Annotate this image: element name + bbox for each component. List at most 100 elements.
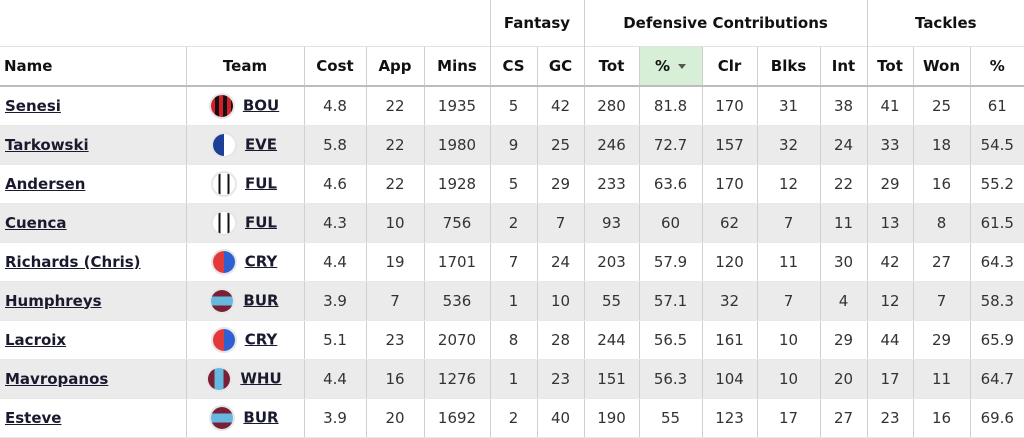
team-link[interactable]: CRY bbox=[244, 330, 278, 348]
table-row: Tarkowski EVE 5.8 22 1980 9 25 246 72.7 157 32 24 33… bbox=[0, 125, 1024, 165]
player-name-cell: Esteve bbox=[0, 398, 186, 438]
team-link[interactable]: EVE bbox=[244, 135, 278, 153]
player-name-link[interactable]: Senesi bbox=[5, 96, 61, 115]
cell-cs: 5 bbox=[489, 164, 537, 204]
fulham-crest-icon bbox=[213, 211, 235, 234]
column-header-mins[interactable]: Mins bbox=[423, 46, 490, 87]
column-header-clr[interactable]: Clr bbox=[701, 46, 758, 87]
cell-blks: 32 bbox=[756, 125, 821, 165]
player-name-cell: Tarkowski bbox=[0, 125, 186, 165]
cell-cost: 4.3 bbox=[303, 203, 366, 243]
player-name-link[interactable]: Andersen bbox=[5, 174, 86, 193]
player-name-link[interactable]: Mavropanos bbox=[5, 369, 109, 388]
cell-clr: 161 bbox=[701, 320, 758, 360]
cell-gc: 40 bbox=[536, 398, 585, 438]
team-link[interactable]: BOU bbox=[242, 96, 280, 115]
team-link[interactable]: BUR bbox=[243, 291, 279, 309]
cell-cost: 4.4 bbox=[303, 359, 366, 399]
cell-blks: 12 bbox=[756, 164, 821, 204]
group-header-tackles: Tackles bbox=[866, 0, 1024, 47]
column-header-tk-tot[interactable]: Tot bbox=[866, 46, 914, 87]
cell-mins: 1692 bbox=[423, 398, 490, 438]
column-header-team[interactable]: Team bbox=[185, 46, 304, 87]
column-header-tk-pct[interactable]: % bbox=[969, 46, 1024, 87]
column-header-blks[interactable]: Blks bbox=[756, 46, 821, 87]
cell-int: 29 bbox=[819, 320, 868, 360]
cell-tk-won: 8 bbox=[912, 203, 971, 243]
cell-gc: 23 bbox=[536, 359, 585, 399]
cell-tk-pct: 55.2 bbox=[969, 164, 1024, 204]
column-header-dc-pct-label: % bbox=[655, 57, 671, 75]
cell-cs: 7 bbox=[489, 242, 537, 282]
cell-tk-tot: 41 bbox=[866, 86, 914, 126]
player-name-link[interactable]: Humphreys bbox=[5, 291, 102, 310]
cell-dc-pct: 56.3 bbox=[638, 359, 703, 399]
column-header-app[interactable]: App bbox=[365, 46, 424, 87]
cell-mins: 1276 bbox=[423, 359, 490, 399]
cell-dc-pct: 57.1 bbox=[638, 281, 703, 321]
column-header-name[interactable]: Name bbox=[0, 46, 186, 87]
cell-tk-pct: 69.6 bbox=[969, 398, 1024, 438]
cell-dc-tot: 151 bbox=[583, 359, 640, 399]
cell-tk-won: 29 bbox=[912, 320, 971, 360]
cell-app: 22 bbox=[365, 164, 424, 204]
cell-app: 19 bbox=[365, 242, 424, 282]
cell-app: 7 bbox=[365, 281, 424, 321]
column-header-cs[interactable]: CS bbox=[489, 46, 537, 87]
everton-crest-icon bbox=[212, 133, 235, 156]
cell-mins: 1980 bbox=[423, 125, 490, 165]
cell-cost: 3.9 bbox=[303, 398, 366, 438]
column-header-gc[interactable]: GC bbox=[536, 46, 585, 87]
bournemouth-crest-icon bbox=[210, 94, 233, 117]
cell-int: 30 bbox=[819, 242, 868, 282]
table-row: Esteve BUR 3.9 20 1692 2 40 190 55 123 17 27 23 16 69.… bbox=[0, 398, 1024, 438]
cell-dc-pct: 60 bbox=[638, 203, 703, 243]
cell-blks: 11 bbox=[756, 242, 821, 282]
cell-dc-tot: 246 bbox=[583, 125, 640, 165]
cell-tk-pct: 54.5 bbox=[969, 125, 1024, 165]
burnley-crest-icon bbox=[211, 406, 234, 429]
column-header-dc-pct[interactable]: % bbox=[638, 46, 703, 87]
cell-dc-tot: 233 bbox=[583, 164, 640, 204]
team-link[interactable]: FUL bbox=[245, 174, 277, 192]
cell-tk-won: 25 bbox=[912, 86, 971, 126]
cell-gc: 42 bbox=[536, 86, 585, 126]
team-cell: CRY bbox=[185, 242, 304, 282]
team-link[interactable]: BUR bbox=[243, 408, 279, 426]
player-name-link[interactable]: Esteve bbox=[5, 408, 62, 427]
column-header-dc-tot[interactable]: Tot bbox=[583, 46, 640, 87]
cell-gc: 28 bbox=[536, 320, 585, 360]
cell-tk-tot: 13 bbox=[866, 203, 914, 243]
player-name-link[interactable]: Tarkowski bbox=[5, 135, 89, 154]
team-cell: BUR bbox=[185, 281, 304, 321]
table-row: Cuenca FUL 4.3 10 756 2 7 93 60 62 7 11 13 8 61.5 bbox=[0, 203, 1024, 243]
table-row: Andersen FUL 4.6 22 1928 5 29 233 63.6 170 12 22 29 1… bbox=[0, 164, 1024, 204]
cell-int: 27 bbox=[819, 398, 868, 438]
cell-blks: 7 bbox=[756, 203, 821, 243]
table-row: Richards (Chris) CRY 4.4 19 1701 7 24 203 57.9 12… bbox=[0, 242, 1024, 282]
cell-dc-pct: 56.5 bbox=[638, 320, 703, 360]
cell-tk-pct: 61.5 bbox=[969, 203, 1024, 243]
player-name-link[interactable]: Cuenca bbox=[5, 213, 67, 232]
column-header-tk-won[interactable]: Won bbox=[912, 46, 971, 87]
cell-int: 4 bbox=[819, 281, 868, 321]
sort-descending-icon bbox=[678, 64, 687, 69]
cell-clr: 104 bbox=[701, 359, 758, 399]
cell-tk-tot: 29 bbox=[866, 164, 914, 204]
player-name-link[interactable]: Richards (Chris) bbox=[5, 252, 141, 271]
column-header-int[interactable]: Int bbox=[819, 46, 868, 87]
cell-cs: 1 bbox=[489, 359, 537, 399]
team-link[interactable]: FUL bbox=[245, 213, 277, 231]
cell-dc-tot: 280 bbox=[583, 86, 640, 126]
cell-clr: 123 bbox=[701, 398, 758, 438]
player-name-cell: Andersen bbox=[0, 164, 186, 204]
cell-tk-won: 27 bbox=[912, 242, 971, 282]
player-name-link[interactable]: Lacroix bbox=[5, 330, 67, 349]
cell-dc-pct: 72.7 bbox=[638, 125, 703, 165]
team-link[interactable]: CRY bbox=[244, 252, 278, 270]
column-header-cost[interactable]: Cost bbox=[303, 46, 366, 87]
cell-mins: 2070 bbox=[423, 320, 490, 360]
player-name-cell: Mavropanos bbox=[0, 359, 186, 399]
team-link[interactable]: WHU bbox=[240, 369, 282, 387]
